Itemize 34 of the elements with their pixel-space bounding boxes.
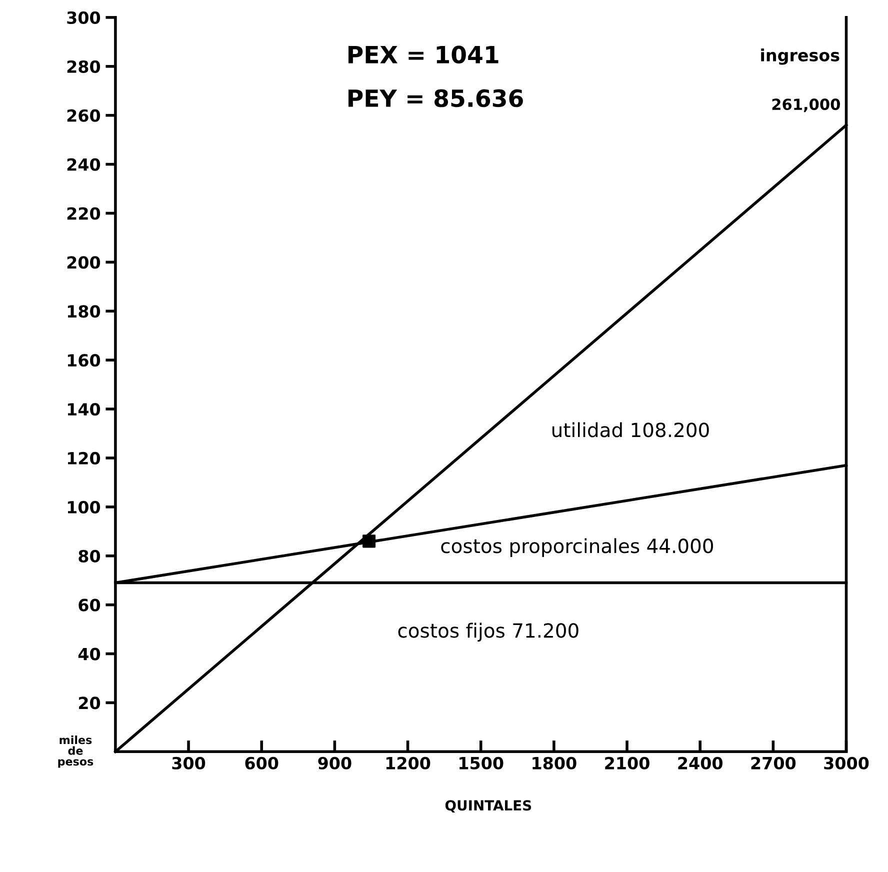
y-tick-label: 280 xyxy=(67,60,100,73)
annotation: PEY = 85.636 xyxy=(348,89,523,108)
x-tick-label: 2100 xyxy=(605,756,650,770)
y-tick-label: 80 xyxy=(78,550,100,562)
annotation: costos proporcinales 44.000 xyxy=(441,538,713,558)
y-tick-label: 300 xyxy=(67,11,100,24)
x-tick-label: 600 xyxy=(245,756,278,770)
annotation: 261,000 xyxy=(772,98,840,112)
annotation: PEX = 1041 xyxy=(348,46,498,64)
x-tick-label: 1200 xyxy=(386,756,430,770)
y-tick-label: 140 xyxy=(68,402,100,416)
x-tick-label: 3000 xyxy=(824,756,869,770)
y-tick-label: 20 xyxy=(78,696,100,710)
y-axis-title: miles de pesos xyxy=(58,736,94,768)
x-tick-label: 1500 xyxy=(460,756,504,770)
x-axis-title: QUINTALES xyxy=(445,800,532,812)
x-tick-label: 2700 xyxy=(751,756,796,770)
y-tick-label: 200 xyxy=(67,256,100,269)
y-tick-label: 160 xyxy=(68,354,100,367)
y-tick-label: 220 xyxy=(67,207,100,220)
y-tick-label: 240 xyxy=(67,158,100,171)
y-tick-label: 60 xyxy=(78,598,100,612)
y-tick-label: 260 xyxy=(67,109,100,122)
annotation: costos fijos 71.200 xyxy=(398,622,578,642)
y-tick-label: 180 xyxy=(68,305,100,318)
x-tick-label: 1800 xyxy=(532,756,576,770)
x-tick-label: 2400 xyxy=(678,756,722,770)
y-tick-label: 120 xyxy=(68,452,100,465)
annotation: ingresos xyxy=(761,48,840,65)
y-tick-label: 100 xyxy=(68,500,100,514)
y-tick-label: 40 xyxy=(78,648,100,660)
annotation: utilidad 108.200 xyxy=(552,422,709,438)
x-tick-label: 300 xyxy=(172,756,206,770)
x-tick-label: 900 xyxy=(318,756,352,770)
